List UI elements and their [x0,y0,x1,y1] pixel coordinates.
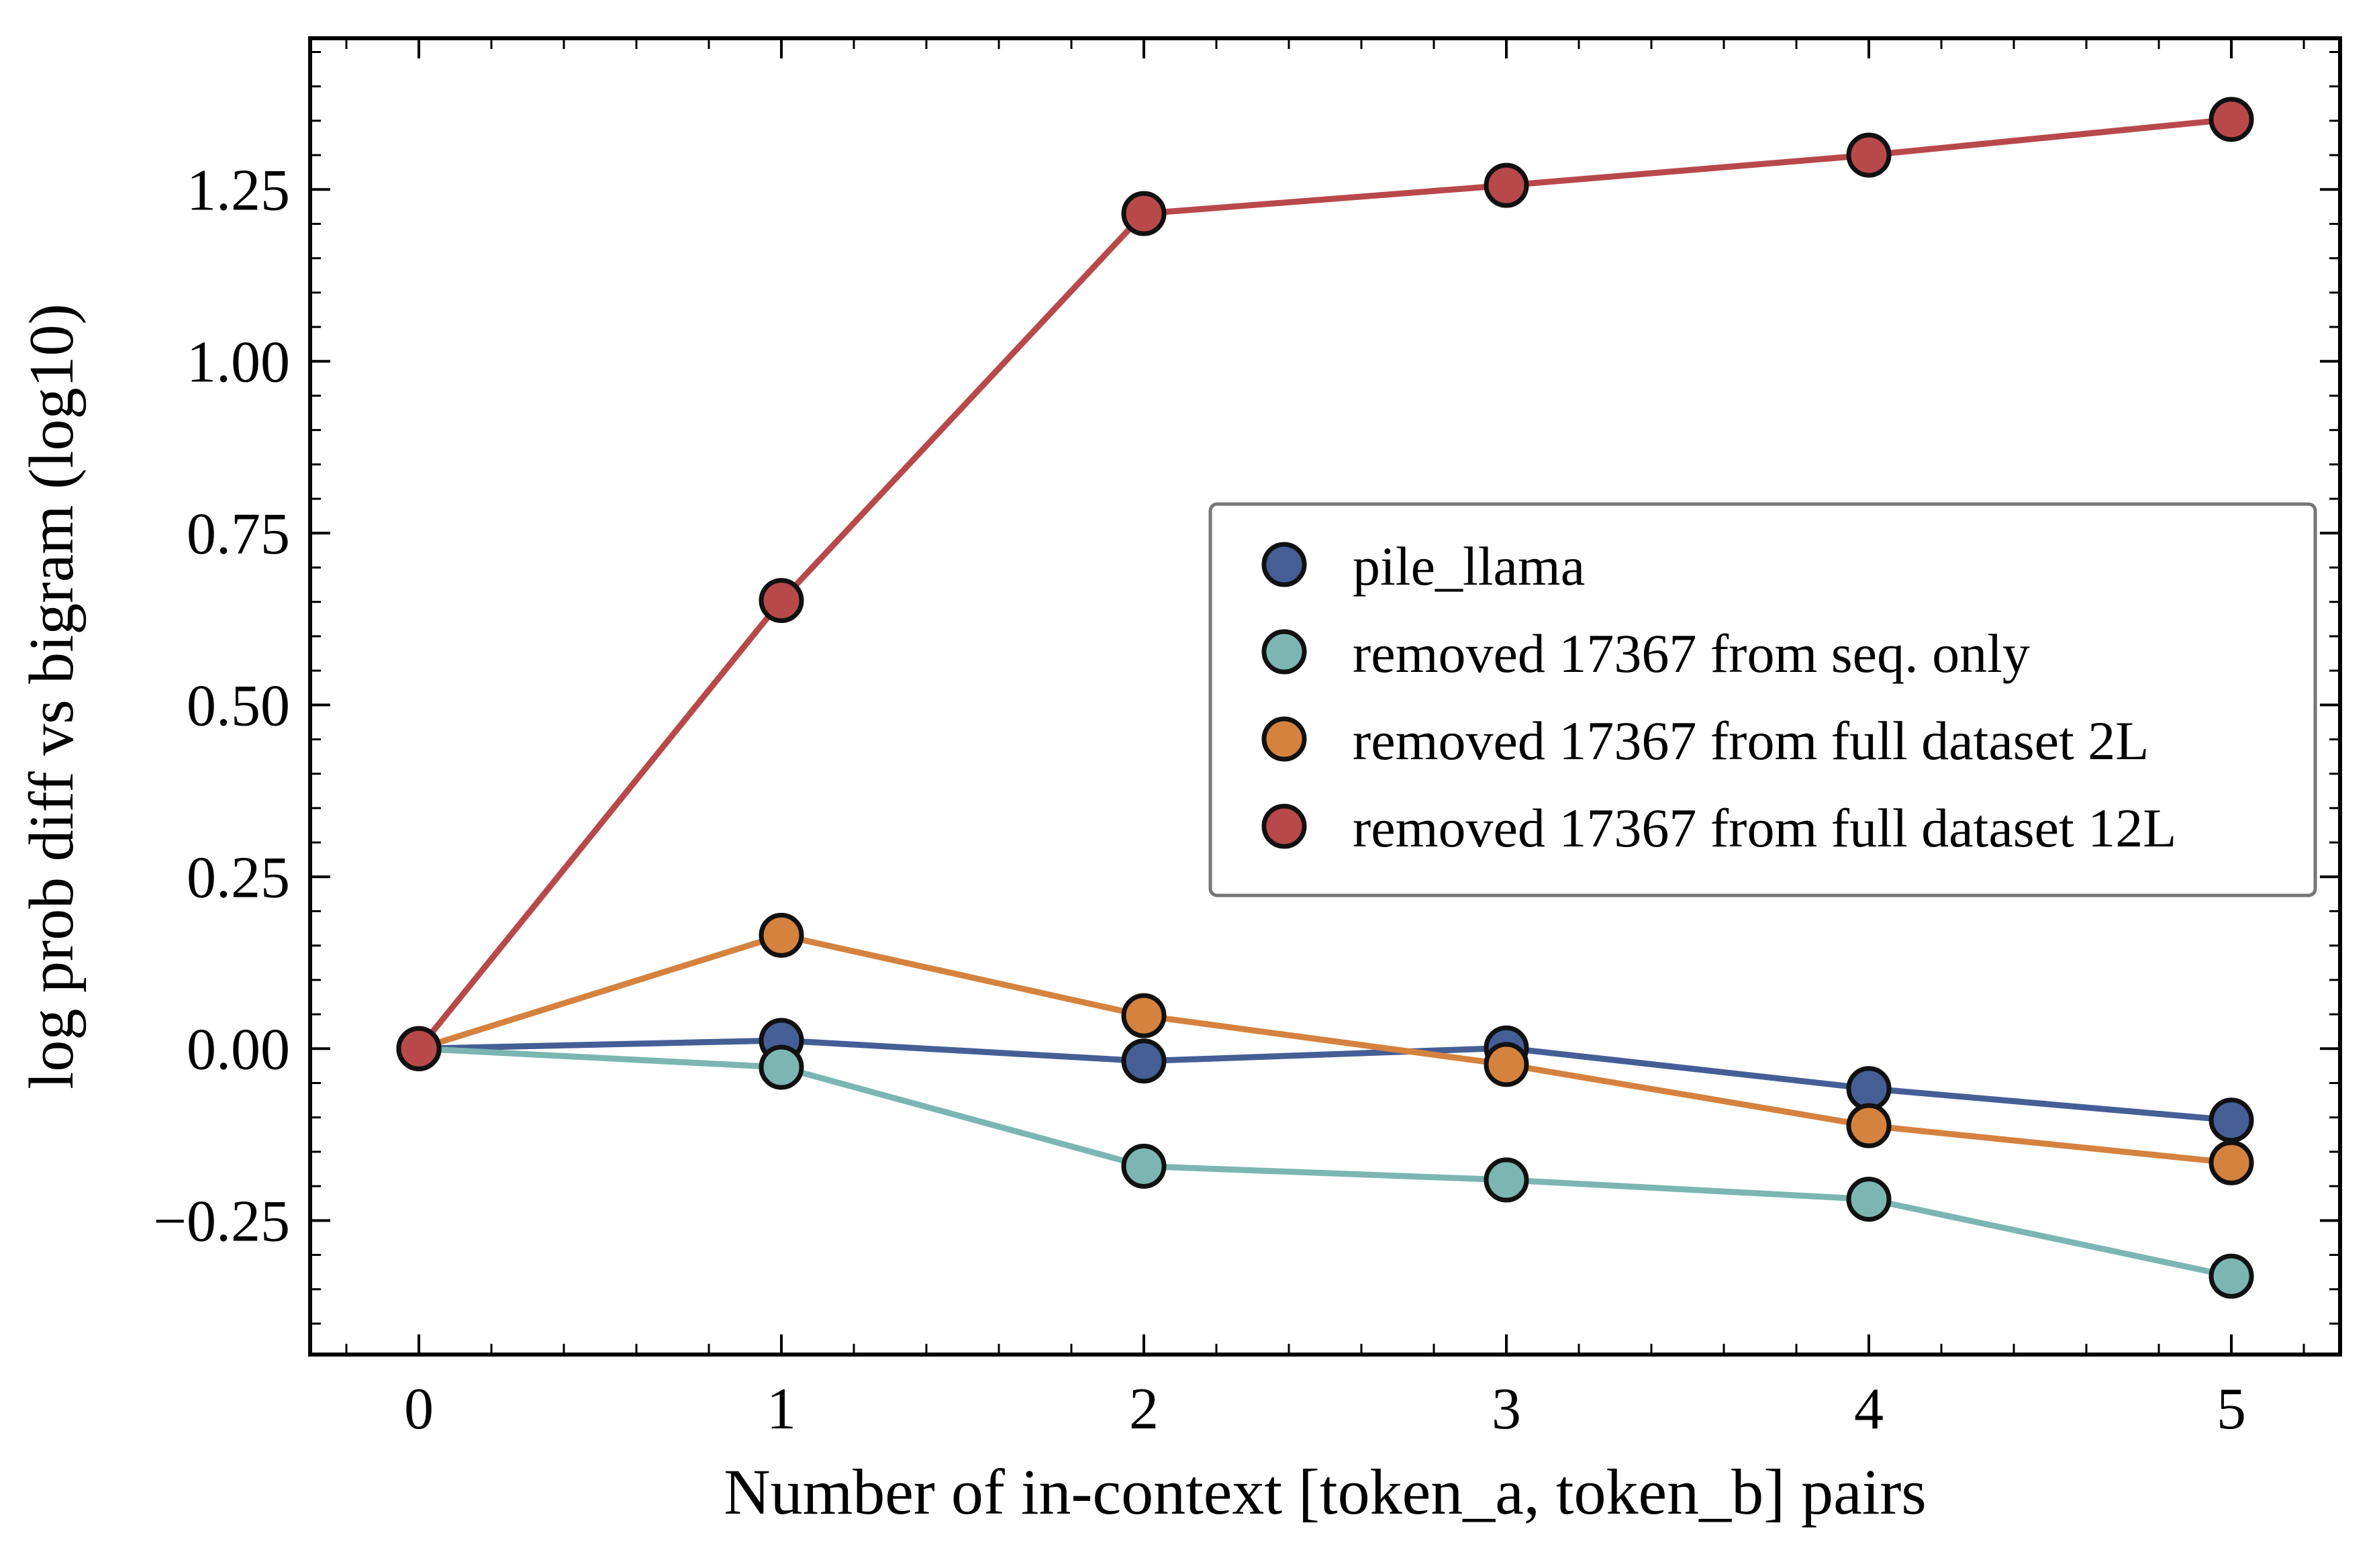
series-4 [396,97,2254,1071]
legend-entry: removed 17367 from full dataset 12L [1261,797,2176,859]
data-point [1121,993,1167,1038]
legend-marker [1261,803,1307,849]
data-point [2209,1097,2254,1143]
data-point [759,578,804,624]
legend-box [1208,502,2317,897]
x-axis-label: Number of in-context [token_a, token_b] … [724,1456,1926,1528]
legend-label: removed 17367 from full dataset 12L [1353,797,2176,859]
legend-label: removed 17367 from full dataset 2L [1353,710,2149,771]
legend-marker [1261,542,1307,587]
data-point [1846,1177,1892,1222]
y-tick-label: 1.00 [187,330,290,395]
y-tick-label: 0.75 [187,501,290,567]
series-line [416,116,2235,1052]
legend-label: pile_llama [1353,536,1585,597]
data-point [2209,1253,2254,1299]
data-point [1121,191,1167,236]
x-tick-label: 4 [1854,1377,1884,1442]
y-tick-label: 0.25 [187,845,290,910]
y-axis-label: log prob diff vs bigram (log10) [17,303,87,1089]
legend-entry: removed 17367 from full dataset 2L [1261,710,2149,771]
data-point [759,912,804,958]
data-point [1121,1038,1167,1084]
data-point [1484,1042,1529,1087]
series-line [416,1045,2235,1279]
legend-marker [1261,629,1307,675]
data-point [2209,1140,2254,1185]
data-point [1484,162,1529,208]
data-point [1846,132,1892,178]
y-tick-label: 0.50 [187,673,290,738]
data-point [1484,1157,1529,1203]
data-point [396,1026,442,1071]
data-point [759,1044,804,1090]
x-tick-label: 5 [2217,1377,2246,1442]
data-point [1846,1103,1892,1148]
series-2 [396,1026,2254,1299]
x-tick-label: 2 [1129,1377,1159,1442]
x-tick-label: 1 [767,1377,796,1442]
series-line [416,1037,2235,1124]
y-tick-label: 1.25 [187,158,290,223]
plot-frame [308,36,2342,1357]
y-tick-label: −0.25 [153,1189,290,1254]
legend-entry: removed 17367 from seq. only [1261,623,2030,684]
x-tick-label: 3 [1492,1377,1521,1442]
series-lines [396,97,2254,1299]
legend-label: removed 17367 from seq. only [1353,623,2030,684]
tick-labels: 0 1 2 3 4 5 −0.25 0.00 0.25 0.50 0.75 1.00 1.25 [153,158,2246,1442]
legend-entry: pile_llama [1261,536,1585,597]
y-tick-label: 0.00 [187,1017,290,1082]
x-tick-label: 0 [404,1377,434,1442]
series-line [416,932,2235,1166]
data-point [2209,97,2254,142]
legend-marker [1261,716,1307,762]
data-point [1846,1066,1892,1112]
data-point [1121,1143,1167,1189]
